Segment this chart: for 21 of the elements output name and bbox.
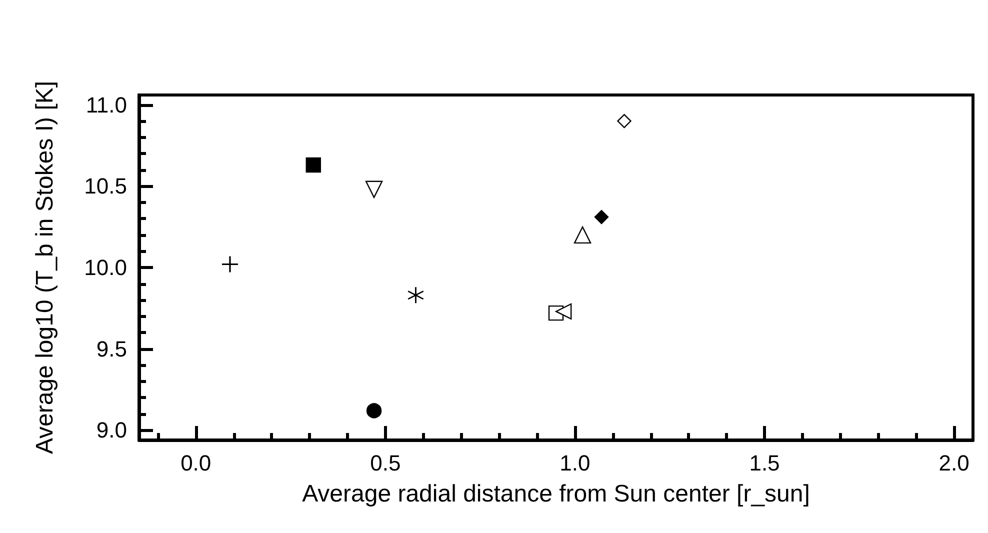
y-axis-title: Average log10 (T_b in Stokes I) [K] bbox=[32, 80, 58, 454]
point bbox=[617, 114, 632, 128]
y-tick-label: 11.0 bbox=[86, 92, 127, 118]
point bbox=[594, 210, 609, 224]
x-tick-label: 2.0 bbox=[938, 450, 970, 476]
point bbox=[555, 303, 572, 320]
x-tick-label: 0.0 bbox=[180, 450, 212, 476]
point bbox=[306, 157, 321, 173]
y-tick-label: 10.0 bbox=[84, 255, 127, 280]
x-tick-label: 1.0 bbox=[560, 450, 590, 476]
point bbox=[366, 403, 382, 418]
y-tick-label: 9.5 bbox=[96, 336, 127, 362]
point bbox=[365, 180, 383, 198]
point bbox=[574, 226, 592, 244]
x-tick-label: 1.5 bbox=[749, 450, 780, 476]
x-tick-label: 0.5 bbox=[370, 450, 401, 476]
x-axis-title: Average radial distance from Sun center [r_sun] bbox=[302, 480, 810, 508]
y-tick-label: 10.5 bbox=[84, 174, 127, 199]
point bbox=[408, 287, 424, 304]
y-tick-label: 9.0 bbox=[96, 418, 127, 443]
point bbox=[222, 256, 238, 272]
